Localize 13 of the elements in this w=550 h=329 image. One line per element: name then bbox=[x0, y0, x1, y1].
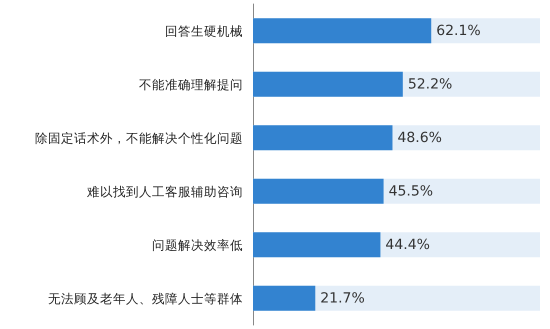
data-label: 52.2% bbox=[408, 76, 452, 92]
data-label: 62.1% bbox=[436, 22, 481, 39]
y-tick-label: 难以找到人工客服辅助咨询 bbox=[86, 184, 243, 199]
y-tick-label: 不能准确理解提问 bbox=[139, 76, 243, 92]
data-label: 45.5% bbox=[388, 183, 434, 200]
y-tick-label: 无法顾及老年人、残障人士等群体 bbox=[48, 290, 243, 306]
bar bbox=[253, 286, 316, 311]
y-tick-label: 问题解决效率低 bbox=[152, 237, 243, 252]
y-tick-label: 回答生硬机械 bbox=[165, 23, 243, 38]
y-tick-label: 除固定话术外，不能解决个性化问题 bbox=[35, 130, 243, 146]
data-label: 21.7% bbox=[320, 290, 365, 306]
data-label: 48.6% bbox=[397, 130, 442, 146]
data-label: 44.4% bbox=[385, 236, 430, 253]
